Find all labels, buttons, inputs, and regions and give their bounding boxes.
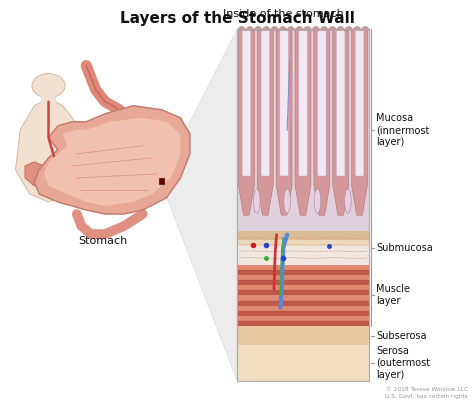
Text: Stomach: Stomach [78,236,128,246]
FancyBboxPatch shape [318,30,326,176]
Bar [237,231,369,240]
Text: Subserosa: Subserosa [376,331,427,341]
FancyBboxPatch shape [356,30,364,176]
Bar [237,285,369,290]
Bar [237,345,369,381]
Bar [237,301,369,306]
Text: © 2018 Terese Winslow LLC
U.S. Govt. has certain rights: © 2018 Terese Winslow LLC U.S. Govt. has… [385,387,468,399]
Bar [237,290,369,295]
Ellipse shape [32,74,65,98]
Bar [237,326,369,345]
Bar [237,29,369,231]
Text: Submucosa: Submucosa [376,243,433,253]
FancyBboxPatch shape [299,30,307,176]
Bar [237,295,369,301]
Text: Mucosa
(innermost
layer): Mucosa (innermost layer) [376,114,429,147]
Bar [237,265,369,326]
Ellipse shape [314,189,321,213]
Bar [237,311,369,316]
Polygon shape [276,29,292,215]
Polygon shape [238,29,255,215]
Polygon shape [16,98,82,202]
Bar [237,280,369,285]
Polygon shape [25,162,63,186]
Bar [237,321,369,326]
Bar [237,270,369,275]
Text: Serosa
(outermost
layer): Serosa (outermost layer) [376,346,430,380]
Polygon shape [44,118,181,206]
FancyBboxPatch shape [337,30,345,176]
Bar [237,275,369,280]
Polygon shape [314,29,330,215]
Text: Inside of the stomach: Inside of the stomach [223,9,344,19]
Polygon shape [352,29,367,215]
Bar [237,316,369,321]
Bar [237,29,369,381]
Bar [237,240,369,246]
Polygon shape [35,106,190,214]
Polygon shape [162,29,237,381]
Text: Muscle
layer: Muscle layer [376,284,410,306]
Bar [41,94,55,106]
Polygon shape [333,29,348,215]
FancyBboxPatch shape [261,30,270,176]
Polygon shape [295,29,311,215]
Ellipse shape [254,189,260,213]
Ellipse shape [345,189,351,213]
Bar [159,177,164,184]
Text: Layers of the Stomach Wall: Layers of the Stomach Wall [119,11,355,26]
Bar [237,265,369,270]
Polygon shape [257,29,273,215]
Bar [237,306,369,311]
FancyBboxPatch shape [242,30,251,176]
FancyBboxPatch shape [280,30,288,176]
Ellipse shape [284,189,291,213]
Bar [237,231,369,265]
